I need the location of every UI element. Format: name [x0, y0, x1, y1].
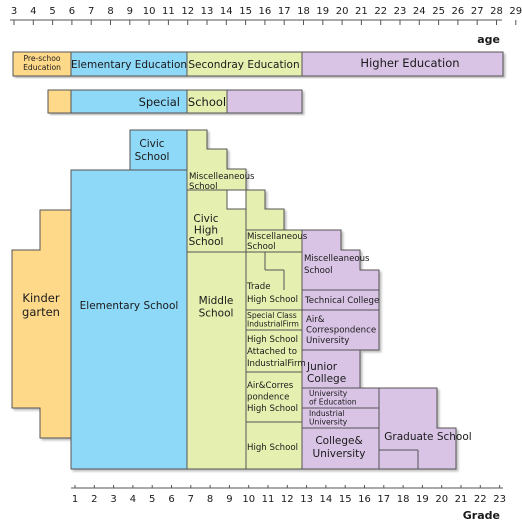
grade-tick-22: 22	[474, 494, 487, 505]
age-tick-27: 27	[471, 6, 484, 17]
stage-elementary	[70, 51, 188, 77]
elementary-school-label: Elementary School	[80, 300, 179, 312]
age-tick-28: 28	[490, 6, 503, 17]
block-labels: Kinder garten Civic School Elementary Scho…	[22, 138, 472, 460]
univ-education-label: University of Education	[309, 389, 357, 407]
age-tick-13: 13	[201, 6, 214, 17]
grade-tick-17: 17	[377, 494, 390, 505]
elementary-school-block	[70, 169, 188, 470]
technical-college-label: Technical College	[304, 296, 379, 306]
grade-tick-15: 15	[339, 494, 352, 505]
misc-school-2-label: Miscellaneous School	[247, 232, 308, 252]
age-tick-21: 21	[355, 6, 368, 17]
kindergarten-block	[11, 209, 72, 439]
age-tick-6: 6	[69, 6, 75, 17]
grade-tick-9: 9	[226, 494, 232, 505]
stage-elementary-label: Elementary Education	[71, 59, 187, 71]
age-tick-16: 16	[259, 6, 272, 17]
grade-tick-12: 12	[281, 494, 294, 505]
age-tick-17: 17	[278, 6, 291, 17]
grade-tick-18: 18	[397, 494, 410, 505]
age-axis-title: age	[477, 33, 500, 46]
special-school-bar	[47, 89, 303, 114]
age-tick-labels: 3 4 5 6 7 8 9 10 11 12 13 14 15 16 17 18 19 20 21 22 23 24 25 2…	[11, 6, 522, 17]
age-tick-7: 7	[88, 6, 94, 17]
stage-secondary-label: Secondray Education	[188, 59, 299, 71]
college-univ-label: College& University	[313, 435, 366, 460]
grade-tick-8: 8	[207, 494, 213, 505]
grade-tick-11: 11	[262, 494, 275, 505]
grade-tick-7: 7	[188, 494, 194, 505]
trade-high-label: Trade High School	[246, 282, 298, 305]
stage-preschool-label: Pre-schoo Education	[23, 54, 61, 72]
high-school-label: High School	[247, 443, 298, 453]
kindergarten-label: Kinder garten	[22, 291, 60, 319]
notch	[226, 189, 247, 210]
age-tick-22: 22	[374, 6, 387, 17]
grade-tick-5: 5	[149, 494, 155, 505]
grade-tick-3: 3	[110, 494, 116, 505]
age-tick-23: 23	[394, 6, 407, 17]
age-tick-25: 25	[432, 6, 445, 17]
age-tick-29: 29	[509, 6, 522, 17]
grade-tick-16: 16	[358, 494, 371, 505]
grade-tick-10: 10	[242, 494, 255, 505]
misc-school-3-label: Miscelleaneous School	[304, 254, 370, 276]
age-tick-10: 10	[143, 6, 156, 17]
industrial-univ-label: Industrial University	[309, 409, 348, 427]
civic-high-label: Civic High School	[189, 213, 224, 248]
higher-dividers	[302, 289, 419, 469]
grade-tick-1: 1	[72, 494, 78, 505]
age-tick-18: 18	[297, 6, 310, 17]
age-tick-8: 8	[107, 6, 113, 17]
civic-school-block	[129, 129, 188, 171]
grade-tick-4: 4	[130, 494, 136, 505]
middle-school-label: Middle School	[199, 295, 234, 320]
junior-college-label: Junior College	[306, 361, 346, 385]
age-tick-15: 15	[239, 6, 252, 17]
special-class-label: Special Class IndustrialFirm	[247, 311, 299, 329]
age-tick-12: 12	[181, 6, 194, 17]
civic-school-label: Civic School	[135, 138, 170, 163]
air-corr-univ-label: Air& Correspondence University	[306, 315, 376, 346]
grade-tick-14: 14	[320, 494, 333, 505]
age-tick-9: 9	[127, 6, 133, 17]
age-tick-14: 14	[220, 6, 233, 17]
school-blocks	[11, 129, 457, 470]
age-tick-20: 20	[336, 6, 349, 17]
grade-tick-2: 2	[91, 494, 97, 505]
stage-secondary	[186, 51, 303, 77]
age-tick-19: 19	[316, 6, 329, 17]
stage-bar	[12, 51, 504, 77]
secondary-dividers	[187, 189, 302, 469]
age-tick-5: 5	[49, 6, 55, 17]
misc-school-1-label: Miscelleaneous School	[189, 172, 255, 192]
grade-tick-19: 19	[416, 494, 429, 505]
grade-tick-21: 21	[455, 494, 468, 505]
age-tick-3: 3	[11, 6, 17, 17]
grade-axis-title: Grade	[463, 509, 500, 522]
stage-higher	[301, 51, 504, 77]
grade-tick-13: 13	[300, 494, 313, 505]
age-tick-11: 11	[162, 6, 175, 17]
high-school-attached-label: High School Attached to IndustrialFirm	[247, 335, 306, 369]
stage-preschool	[12, 51, 72, 77]
grade-tick-20: 20	[435, 494, 448, 505]
stage-higher-label: Higher Education	[360, 56, 459, 70]
grade-tick-23: 23	[493, 494, 506, 505]
age-tick-4: 4	[30, 6, 36, 17]
age-tick-26: 26	[452, 6, 465, 17]
age-tick-24: 24	[413, 6, 426, 17]
age-axis: 3 4 5 6 7 8 9 10 11 12 13 14 15 16 17 18 19 20 21 22 23 24 25 2…	[10, 6, 522, 46]
grade-tick-6: 6	[168, 494, 174, 505]
grade-tick-labels: 1 2 3 4 5 6 7 8 9 10 11 12 13 14 15 16 17 18 19 20 21 22 23	[72, 494, 506, 505]
air-corr-high-label: Air&Corres pondence High School	[247, 381, 298, 414]
grade-axis: 1 2 3 4 5 6 7 8 9 10 11 12 13 14 15 16 17 18 19 20 21 22 23 Gr…	[71, 485, 506, 522]
graduate-school-label: Graduate School	[384, 431, 471, 443]
school-label: School	[188, 95, 226, 109]
special-label: Special	[139, 95, 180, 109]
